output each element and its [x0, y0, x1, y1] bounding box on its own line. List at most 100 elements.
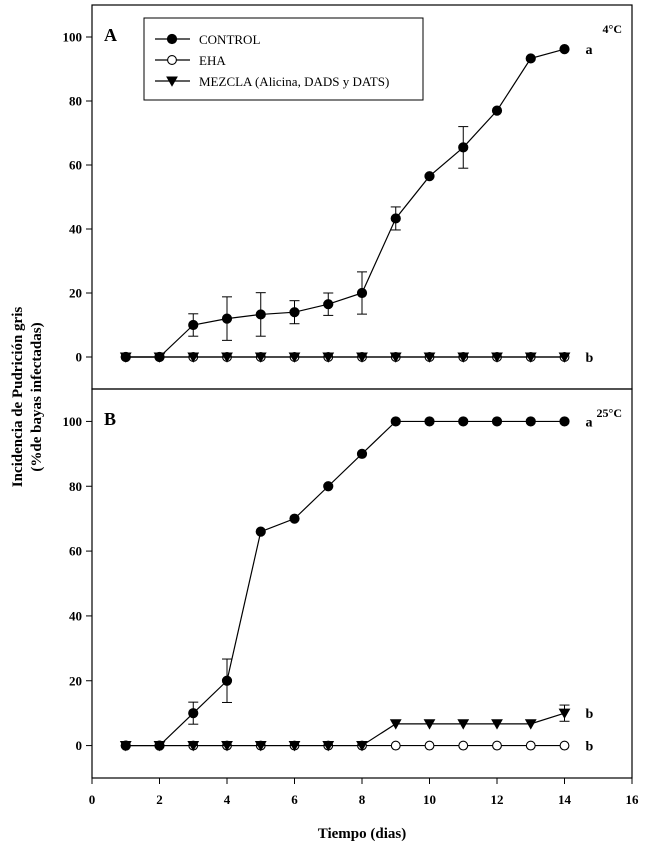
x-tick-label: 8 — [359, 792, 366, 807]
y-tick-label: 80 — [69, 479, 82, 494]
data-point — [390, 213, 401, 224]
data-point — [154, 351, 165, 363]
data-point — [525, 416, 536, 427]
data-point — [423, 719, 436, 730]
y-tick-label: 0 — [76, 350, 83, 365]
series-mezcla: b — [119, 704, 594, 752]
data-point — [255, 526, 266, 537]
data-point — [255, 309, 266, 320]
data-point — [288, 352, 301, 363]
panel-a: 0 20 40 60 80 100 A 4°C b a CONTROL EHA MEZCLA (Alic… — [63, 4, 633, 390]
y-axis-title-line2: (%de bayas infectadas) — [29, 322, 45, 471]
legend-marker — [166, 33, 178, 45]
data-point — [188, 708, 199, 719]
data-point — [458, 416, 469, 427]
data-point — [356, 741, 368, 752]
panel-frame — [91, 388, 633, 779]
x-tick-label: 10 — [423, 792, 436, 807]
data-point — [559, 416, 570, 427]
data-point — [254, 352, 267, 363]
data-point — [288, 741, 301, 752]
data-point — [356, 287, 368, 299]
data-point — [558, 352, 571, 363]
series-line — [125, 712, 565, 747]
x-tick-label: 4 — [224, 792, 231, 807]
y-tick-label: 40 — [69, 608, 82, 623]
y-axis-title-line1: Incidencia de Pudrición gris — [10, 307, 26, 488]
series-mezcla: b — [119, 351, 594, 366]
data-point — [221, 741, 233, 752]
y-tick-label: 60 — [69, 544, 82, 559]
series-control: a — [120, 415, 593, 751]
data-point — [289, 307, 300, 318]
data-point — [525, 740, 536, 751]
data-point — [424, 171, 435, 182]
significance-label: b — [586, 707, 594, 722]
data-point — [457, 719, 470, 730]
data-point — [389, 352, 402, 363]
data-point — [524, 719, 537, 730]
y-tick-label: 20 — [69, 673, 82, 688]
legend-box — [143, 17, 424, 101]
x-tick-label: 0 — [89, 792, 96, 807]
data-point — [254, 741, 267, 752]
significance-label: a — [586, 415, 593, 430]
data-point — [424, 740, 435, 751]
data-point — [558, 708, 571, 719]
y-tick-label: 60 — [69, 158, 82, 173]
data-point — [289, 513, 300, 524]
panel-letter: B — [104, 409, 116, 429]
legend-label: MEZCLA (Alicina, DADS y DATS) — [199, 74, 389, 89]
y-tick-label: 100 — [63, 30, 83, 45]
data-point — [491, 105, 503, 116]
significance-label: a — [586, 43, 593, 58]
data-point — [188, 319, 199, 331]
panel-letter: A — [104, 25, 117, 45]
data-point — [458, 142, 469, 153]
legend-item: CONTROL — [155, 32, 260, 47]
x-tick-label: 16 — [626, 792, 640, 807]
data-point — [221, 352, 233, 363]
data-point — [323, 299, 334, 310]
x-tick-label: 14 — [558, 792, 572, 807]
y-tick-label: 0 — [76, 738, 83, 753]
significance-label: b — [586, 351, 594, 366]
panel-b: 0 20 40 60 80 100 0 2 4 6 8 10 12 14 16 B 25°C b b a — [63, 388, 640, 807]
data-point — [524, 352, 537, 363]
data-point — [187, 352, 200, 363]
legend-label: EHA — [199, 53, 226, 68]
panel-temperature: 25°C — [597, 406, 622, 420]
x-tick-label: 6 — [291, 792, 298, 807]
panel-temperature: 4°C — [603, 22, 622, 36]
y-tick-label: 20 — [69, 286, 82, 301]
legend-label: CONTROL — [199, 32, 260, 47]
series-control: a — [120, 43, 593, 363]
data-point — [322, 741, 335, 752]
significance-label: b — [586, 740, 594, 755]
data-point — [356, 352, 368, 363]
legend-marker — [167, 55, 177, 65]
y-tick-label: 40 — [69, 222, 82, 237]
data-point — [390, 416, 401, 427]
data-point — [390, 740, 401, 751]
data-point — [187, 741, 200, 752]
data-point — [389, 719, 402, 730]
data-point — [322, 352, 335, 363]
data-point — [221, 675, 233, 686]
data-point — [154, 740, 165, 751]
x-tick-label: 2 — [156, 792, 163, 807]
data-point — [424, 416, 435, 427]
series-line — [125, 420, 565, 747]
data-point — [492, 740, 502, 751]
data-point — [356, 448, 368, 459]
data-point — [491, 719, 503, 730]
series-line — [125, 48, 565, 358]
data-point — [458, 740, 469, 751]
legend-item: MEZCLA (Alicina, DADS y DATS) — [155, 74, 389, 89]
data-point — [491, 352, 503, 363]
x-tick-label: 12 — [491, 792, 504, 807]
y-tick-label: 80 — [69, 94, 82, 109]
data-point — [221, 313, 233, 324]
